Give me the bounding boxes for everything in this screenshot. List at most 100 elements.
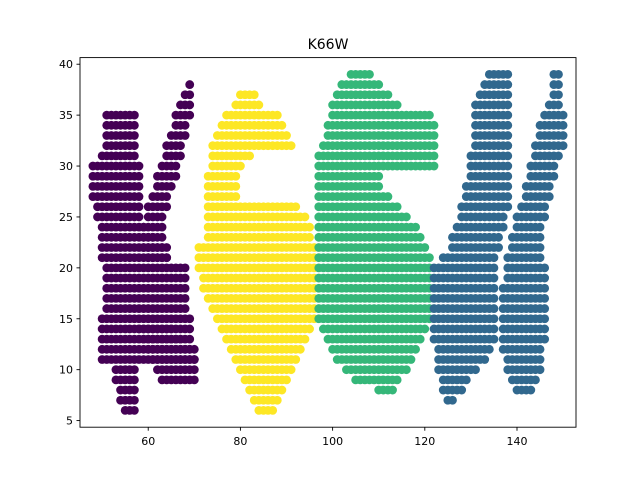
scatter-point — [134, 212, 144, 222]
scatter-point — [189, 375, 199, 385]
scatter-point — [540, 294, 550, 303]
y-tick-label: 25 — [59, 211, 73, 224]
scatter-point — [461, 375, 471, 385]
scatter-point — [176, 141, 185, 151]
scatter-point — [305, 324, 314, 334]
scatter-point — [162, 253, 172, 263]
chart-title: K66W — [308, 37, 349, 53]
x-tick-label: 120 — [414, 435, 435, 448]
scatter-point — [448, 395, 457, 405]
scatter-point — [185, 110, 195, 120]
scatter-point — [503, 120, 513, 130]
scatter-point — [415, 334, 425, 344]
scatter-point — [129, 365, 139, 375]
scatter-point — [374, 80, 384, 89]
y-tick-label: 5 — [66, 415, 73, 428]
scatter-point — [300, 334, 310, 344]
scatter-point — [392, 375, 402, 385]
scatter-point — [554, 70, 563, 79]
scatter-point — [157, 222, 167, 232]
scatter-point — [180, 304, 190, 313]
scatter-point — [554, 100, 563, 110]
scatter-point — [129, 141, 139, 151]
scatter-point — [471, 365, 480, 375]
scatter-point — [236, 161, 245, 171]
scatter-point — [503, 141, 513, 151]
scatter-point — [134, 171, 144, 181]
scatter-point — [129, 110, 139, 120]
scatter-point — [162, 202, 172, 212]
scatter-point — [535, 243, 545, 252]
scatter-point — [171, 161, 181, 171]
scatter-point — [185, 80, 195, 89]
scatter-point — [503, 100, 513, 110]
scatter-point — [180, 120, 190, 130]
scatter-point — [272, 110, 282, 120]
scatter-point — [129, 151, 139, 161]
scatter-point — [429, 120, 439, 130]
scatter-point — [457, 385, 467, 395]
scatter-point — [171, 171, 181, 181]
scatter-point — [489, 273, 499, 283]
scatter-point — [535, 232, 545, 242]
plot-area-frame — [79, 57, 577, 428]
scatter-point — [558, 131, 568, 140]
scatter-point — [540, 334, 550, 344]
scatter-point — [166, 324, 176, 334]
scatter-point — [489, 294, 499, 303]
scatter-point — [401, 212, 411, 222]
scatter-point — [180, 273, 190, 283]
scatter-point — [535, 365, 545, 375]
y-tick-label: 30 — [59, 160, 73, 173]
scatter-point — [189, 355, 199, 364]
scatter-point — [277, 385, 287, 395]
scatter-point — [231, 192, 241, 201]
scatter-point — [134, 161, 144, 171]
scatter-point — [162, 243, 172, 252]
scatter-point — [180, 263, 190, 273]
scatter-point — [429, 161, 439, 171]
scatter-point — [558, 120, 568, 130]
scatter-point — [157, 232, 167, 242]
scatter-point — [185, 344, 195, 354]
scatter-point — [489, 283, 499, 293]
scatter-point — [180, 283, 190, 293]
scatter-point — [540, 273, 550, 283]
scatter-point — [185, 314, 195, 324]
scatter-point — [383, 90, 393, 100]
scatter-point — [503, 161, 513, 171]
scatter-point — [425, 253, 434, 263]
scatter-point — [282, 131, 291, 140]
scatter-point — [134, 182, 144, 191]
scatter-point — [503, 90, 513, 100]
scatter-point — [526, 385, 536, 395]
scatter-point — [503, 171, 513, 181]
scatter-point — [411, 222, 420, 232]
scatter-point — [185, 100, 195, 110]
scatter-point — [406, 355, 416, 364]
scatter-point — [185, 90, 195, 100]
scatter-point — [180, 131, 190, 140]
scatter-point — [544, 192, 554, 201]
scatter-point — [540, 283, 550, 293]
scatter-point — [503, 80, 513, 89]
y-tick-label: 40 — [59, 58, 73, 71]
scatter-point — [544, 182, 554, 191]
scatter-point — [365, 70, 374, 79]
scatter-point — [185, 334, 195, 344]
y-tick-label: 20 — [59, 262, 73, 275]
x-tick-label: 60 — [141, 435, 155, 448]
scatter-point — [176, 334, 185, 344]
scatter-point — [554, 90, 563, 100]
scatter-point — [411, 344, 420, 354]
scatter-point — [388, 385, 397, 395]
scatter-point — [489, 314, 499, 324]
scatter-point — [176, 151, 185, 161]
scatter-point — [166, 182, 176, 191]
scatter-point — [272, 395, 282, 405]
scatter-point — [374, 182, 384, 191]
scatter-point — [503, 70, 513, 79]
scatter-point — [129, 385, 139, 395]
scatter-point — [415, 232, 425, 242]
